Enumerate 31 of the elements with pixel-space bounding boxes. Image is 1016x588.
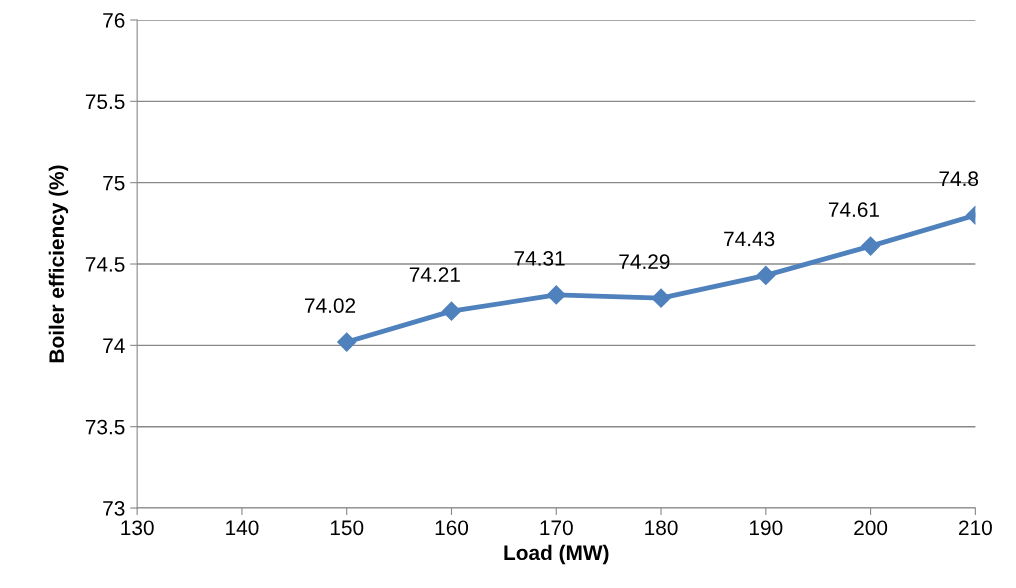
data-label: 74.31 — [514, 251, 565, 266]
data-label: 74.43 — [724, 231, 775, 247]
x-tick-label: 210 — [959, 520, 992, 536]
point — [861, 236, 881, 256]
data-label: 74.61 — [828, 202, 879, 217]
x-tick-label: 180 — [645, 520, 678, 536]
point — [651, 288, 671, 308]
x-tick-label: 130 — [121, 520, 154, 536]
data-label: 74.02 — [305, 298, 356, 313]
point — [441, 301, 462, 321]
y-tick-label: 75 — [103, 175, 125, 191]
x-tick-label: 140 — [226, 520, 259, 536]
y-tick-label: 73.5 — [85, 419, 125, 435]
x-axis-title: Load (MW) — [504, 544, 609, 565]
x-tick-label: 170 — [540, 520, 573, 536]
data-label: 74.29 — [619, 254, 670, 270]
y-tick-label: 73 — [103, 501, 125, 516]
data-label: 74.8 — [939, 171, 979, 187]
x-tick-label: 190 — [750, 520, 783, 536]
point — [546, 285, 566, 305]
point — [337, 332, 357, 352]
x-tick-label: 160 — [435, 520, 469, 536]
y-axis-title: Boiler efficiency (%) — [48, 165, 69, 363]
y-tick-label: 76 — [103, 12, 125, 28]
y-tick-label: 74 — [103, 338, 125, 353]
y-tick-label: 75.5 — [85, 94, 125, 110]
point — [756, 265, 776, 285]
data-label: 74.21 — [409, 267, 460, 282]
y-tick-label: 74.5 — [85, 257, 125, 272]
x-tick-label: 150 — [330, 520, 364, 536]
x-tick-label: 200 — [854, 520, 888, 536]
